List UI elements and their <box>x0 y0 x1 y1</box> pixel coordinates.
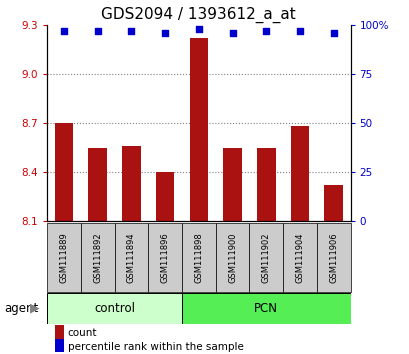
Bar <box>256 148 275 221</box>
Bar <box>324 185 342 221</box>
FancyBboxPatch shape <box>182 293 350 324</box>
FancyBboxPatch shape <box>47 223 81 292</box>
Bar <box>223 148 241 221</box>
Text: control: control <box>94 302 135 315</box>
FancyBboxPatch shape <box>249 223 283 292</box>
Text: GSM111896: GSM111896 <box>160 232 169 283</box>
Text: GSM111900: GSM111900 <box>227 232 236 283</box>
Text: GSM111889: GSM111889 <box>59 232 68 283</box>
Bar <box>122 146 140 221</box>
FancyBboxPatch shape <box>47 293 182 324</box>
Point <box>61 28 67 34</box>
FancyBboxPatch shape <box>81 223 114 292</box>
Point <box>296 28 303 34</box>
Bar <box>189 38 208 221</box>
Text: ▶: ▶ <box>29 302 39 315</box>
Point <box>195 26 202 32</box>
Text: percentile rank within the sample: percentile rank within the sample <box>67 342 243 352</box>
Point <box>94 28 101 34</box>
FancyBboxPatch shape <box>114 223 148 292</box>
FancyBboxPatch shape <box>182 223 215 292</box>
FancyBboxPatch shape <box>148 223 182 292</box>
Text: count: count <box>67 329 97 338</box>
FancyBboxPatch shape <box>316 223 350 292</box>
FancyBboxPatch shape <box>283 223 316 292</box>
Point <box>262 28 269 34</box>
Bar <box>290 126 308 221</box>
Text: GSM111902: GSM111902 <box>261 232 270 283</box>
Bar <box>88 148 107 221</box>
FancyBboxPatch shape <box>215 223 249 292</box>
Text: GSM111904: GSM111904 <box>295 232 304 283</box>
Point <box>128 28 135 34</box>
Text: agent: agent <box>4 302 38 315</box>
Text: GSM111892: GSM111892 <box>93 232 102 283</box>
Point <box>162 30 168 35</box>
Bar <box>155 172 174 221</box>
Title: GDS2094 / 1393612_a_at: GDS2094 / 1393612_a_at <box>101 7 296 23</box>
Text: GSM111906: GSM111906 <box>328 232 337 283</box>
Bar <box>55 123 73 221</box>
Text: PCN: PCN <box>254 302 278 315</box>
Point <box>229 30 235 35</box>
Text: GSM111898: GSM111898 <box>194 232 203 283</box>
Text: GSM111894: GSM111894 <box>127 232 136 283</box>
Point <box>330 30 336 35</box>
